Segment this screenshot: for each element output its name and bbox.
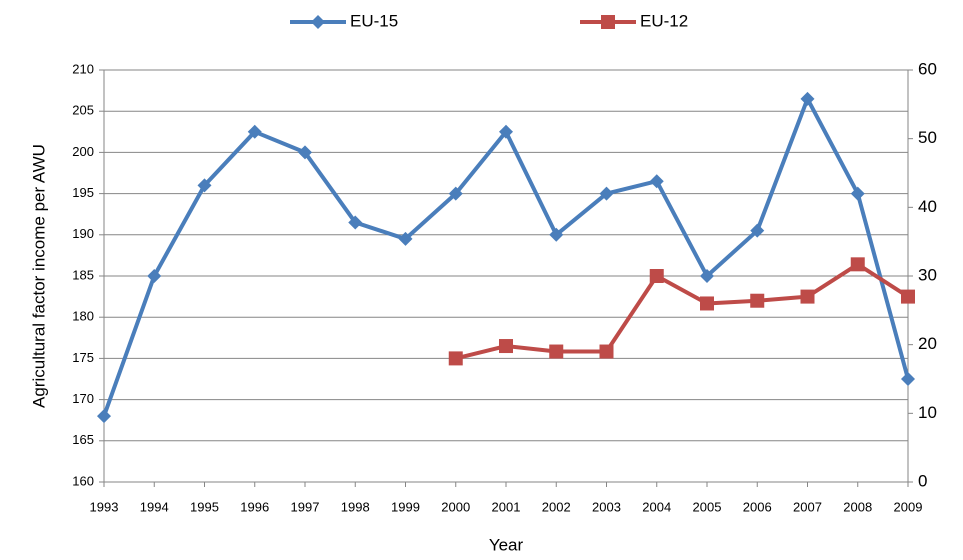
y2-tick-label: 40 [918, 197, 937, 216]
x-tick-label: 2001 [492, 499, 521, 514]
x-tick-label: 2008 [843, 499, 872, 514]
y2-tick-label: 20 [918, 334, 937, 353]
marker [298, 145, 312, 160]
x-tick-label: 2005 [693, 499, 722, 514]
x-tick-label: 1994 [140, 499, 169, 514]
marker [850, 257, 865, 272]
marker [649, 269, 664, 283]
marker [800, 289, 815, 304]
legend-label: EU-12 [640, 11, 688, 30]
y2-tick-label: 30 [918, 265, 937, 284]
legend-label: EU-15 [350, 11, 398, 30]
y2-tick-label: 0 [918, 471, 927, 490]
marker [448, 186, 463, 201]
marker [247, 124, 262, 139]
x-tick-label: 2004 [642, 499, 671, 514]
y-tick-label: 180 [72, 309, 94, 324]
marker [750, 223, 765, 238]
marker [499, 124, 513, 139]
y-tick-label: 200 [72, 144, 94, 159]
x-tick-label: 1996 [240, 499, 269, 514]
x-tick-label: 2000 [441, 499, 470, 514]
y2-tick-label: 60 [918, 59, 937, 78]
y-tick-label: 160 [72, 473, 94, 488]
y-tick-label: 195 [72, 185, 94, 200]
x-axis-title: Year [489, 535, 524, 554]
marker [398, 231, 413, 246]
marker [901, 289, 915, 304]
marker [599, 344, 614, 359]
y-tick-label: 205 [72, 103, 94, 118]
marker [549, 344, 564, 359]
y-axis-title: Agricultural factor income per AWU [29, 144, 48, 408]
y2-tick-label: 50 [918, 128, 937, 147]
marker [850, 186, 865, 201]
x-tick-label: 1993 [90, 499, 119, 514]
marker [197, 178, 212, 193]
legend-marker [601, 15, 615, 29]
series-line [455, 262, 910, 361]
marker [348, 215, 363, 230]
marker [649, 174, 664, 189]
x-tick-label: 1997 [291, 499, 320, 514]
x-tick-label: 1999 [391, 499, 420, 514]
marker [599, 186, 614, 201]
marker [97, 409, 111, 424]
marker [549, 227, 564, 242]
marker [499, 339, 513, 354]
y-tick-label: 185 [72, 267, 94, 282]
marker [700, 296, 714, 311]
marker [800, 91, 815, 106]
marker [901, 372, 915, 386]
marker [147, 269, 162, 283]
marker [448, 351, 463, 366]
x-tick-label: 1998 [341, 499, 370, 514]
y2-tick-label: 10 [918, 403, 937, 422]
marker [750, 293, 765, 308]
y-tick-label: 170 [72, 391, 94, 406]
x-tick-label: 2002 [542, 499, 571, 514]
x-tick-label: 2009 [894, 499, 923, 514]
marker [700, 269, 714, 283]
y-tick-label: 210 [72, 61, 94, 76]
y-tick-label: 165 [72, 432, 94, 447]
y-tick-label: 190 [72, 226, 94, 241]
legend-marker [311, 15, 325, 29]
x-tick-label: 2006 [743, 499, 772, 514]
x-tick-label: 2003 [592, 499, 621, 514]
series-line [102, 96, 910, 417]
x-tick-label: 2007 [793, 499, 822, 514]
x-tick-label: 1995 [190, 499, 219, 514]
y-tick-label: 175 [72, 350, 94, 365]
